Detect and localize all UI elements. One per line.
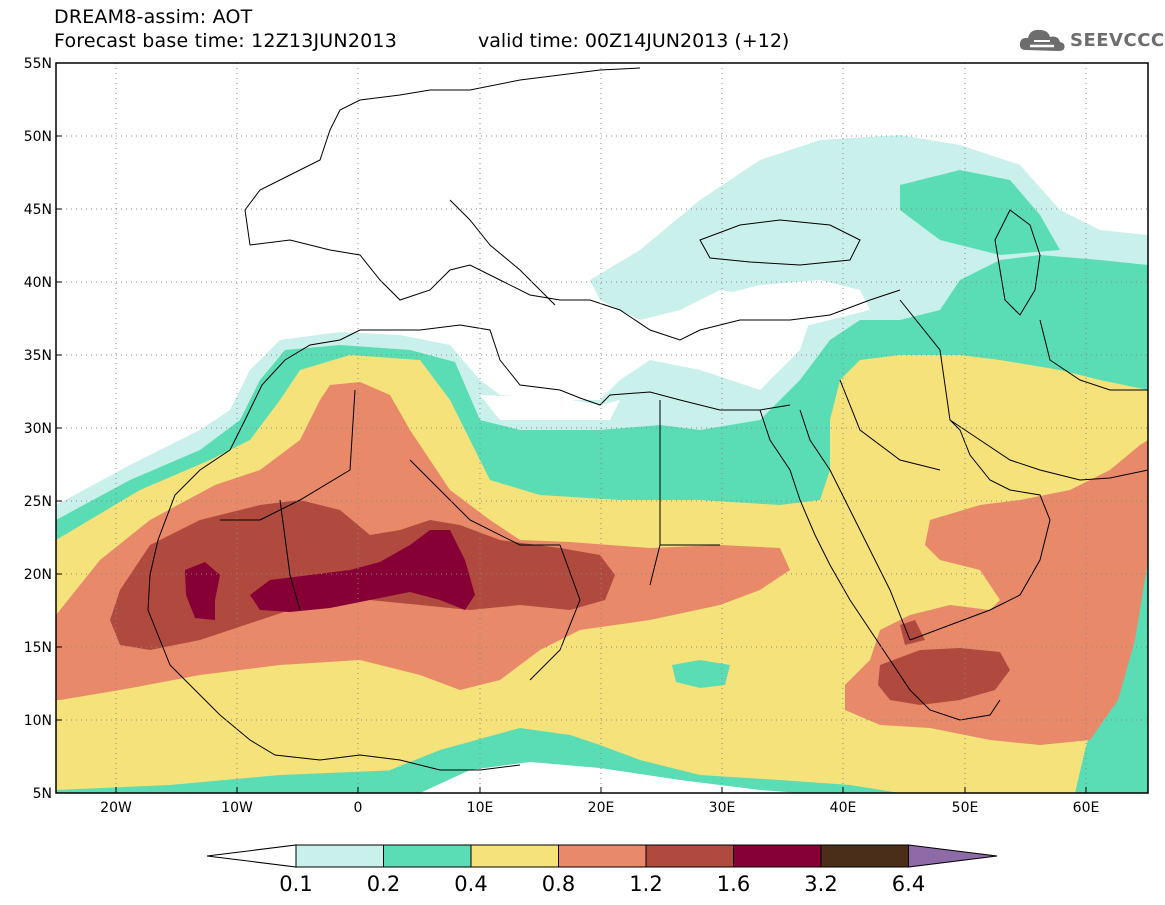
lon-label: 20E: [588, 800, 615, 816]
lat-label: 25N: [24, 494, 52, 510]
colorbar-segment: [733, 844, 822, 868]
graticule: [56, 63, 1148, 793]
lat-label: 35N: [24, 348, 52, 364]
aot-contour-1.6: [250, 530, 475, 612]
lon-label: 50E: [952, 800, 979, 816]
colorbar-segment: [470, 844, 559, 868]
colorbar-segment: [383, 844, 472, 868]
colorbar-label: 0.1: [279, 872, 312, 896]
map-title: DREAM8-assim: AOT: [54, 6, 253, 28]
lon-label: 10W: [221, 800, 253, 816]
lat-label: 55N: [24, 56, 52, 72]
valid-time: valid time: 00Z14JUN2013 (+12): [478, 30, 790, 52]
lat-label: 40N: [24, 275, 52, 291]
colorbar-label: 0.8: [542, 872, 575, 896]
colorbar: 0.1 0.2 0.4 0.8 1.2 1.6 3.2 6.4: [206, 844, 998, 896]
colorbar-label: 1.6: [717, 872, 750, 896]
cloud-icon: [1019, 29, 1065, 51]
lat-label: 20N: [24, 567, 52, 583]
colorbar-segment: [558, 844, 647, 868]
colorbar-label: 1.2: [629, 872, 662, 896]
lon-label: 30E: [709, 800, 736, 816]
latitude-labels: 55N 50N 45N 40N 35N 30N 25N 20N 15N 10N …: [24, 56, 52, 802]
lat-label: 50N: [24, 129, 52, 145]
lon-label: 60E: [1073, 800, 1100, 816]
aot-contour-hole: [700, 280, 870, 330]
lon-label: 40E: [830, 800, 857, 816]
colorbar-label: 6.4: [892, 872, 925, 896]
lat-label: 5N: [33, 786, 52, 802]
colorbar-label: 0.2: [367, 872, 400, 896]
lat-label: 10N: [24, 713, 52, 729]
colorbar-high-arrow: [908, 844, 998, 868]
colorbar-label: 3.2: [804, 872, 837, 896]
forecast-base-time: Forecast base time: 12Z13JUN2013: [54, 30, 397, 52]
lon-label: 0: [354, 800, 363, 816]
lon-label: 20W: [100, 800, 132, 816]
lat-label: 45N: [24, 202, 52, 218]
coastlines: [147, 67, 1148, 771]
colorbar-label: 0.4: [454, 872, 487, 896]
aot-field: [56, 135, 1148, 793]
longitude-labels: 20W 10W 0 10E 20E 30E 40E 50E 60E: [100, 800, 1099, 816]
lat-label: 15N: [24, 640, 52, 656]
colorbar-segment: [645, 844, 734, 868]
axis-ticks: [56, 62, 1087, 793]
seevccc-logo: SEEVCCC: [1018, 24, 1164, 56]
colorbar-segment: [820, 844, 909, 868]
lon-label: 10E: [467, 800, 494, 816]
logo-text: SEEVCCC: [1070, 30, 1165, 51]
colorbar-segment: [295, 844, 384, 868]
lat-label: 30N: [24, 421, 52, 437]
colorbar-low-arrow: [206, 844, 297, 868]
